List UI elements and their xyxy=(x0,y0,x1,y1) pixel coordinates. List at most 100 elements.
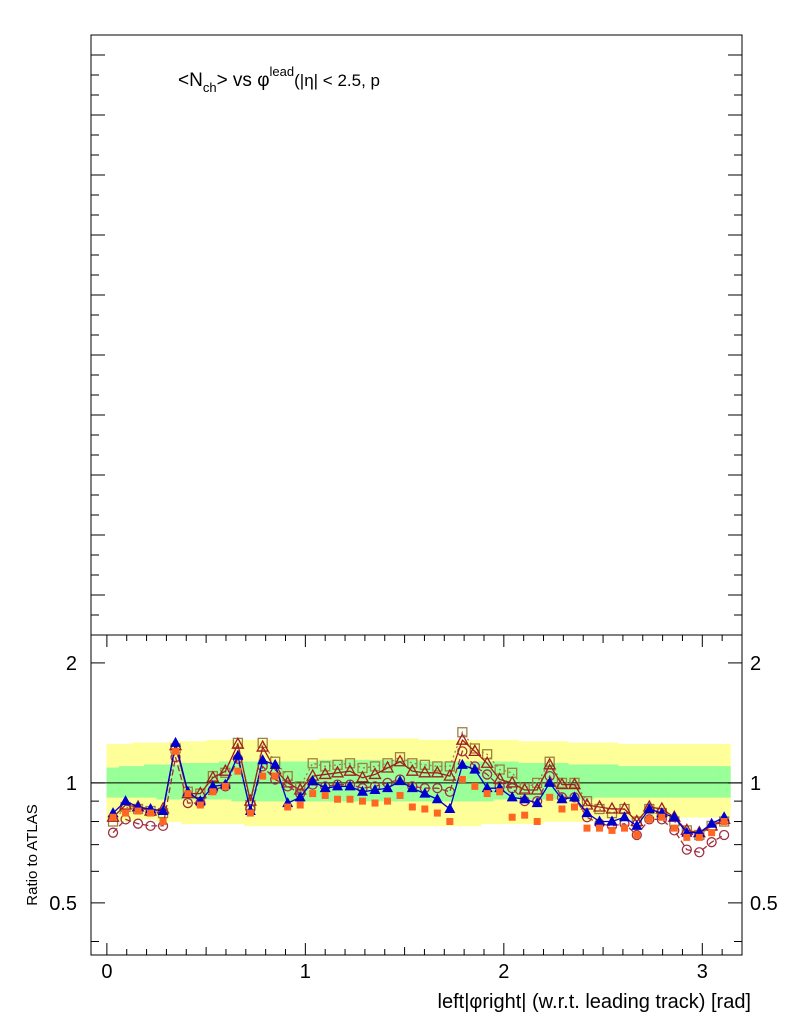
data-point xyxy=(355,770,370,783)
data-point xyxy=(145,820,156,832)
data-point xyxy=(380,760,395,773)
data-point xyxy=(532,777,543,789)
data-point xyxy=(431,793,443,804)
data-point xyxy=(567,777,582,790)
data-point xyxy=(521,811,529,819)
data-point xyxy=(519,793,531,804)
data-point xyxy=(444,803,456,814)
y-tick-label: 2 xyxy=(66,653,77,675)
y-tick-label-right: 0.5 xyxy=(750,893,778,915)
data-point xyxy=(134,807,142,815)
data-point xyxy=(468,743,482,756)
data-point xyxy=(695,833,703,841)
data-point xyxy=(432,783,443,794)
ratio-panel-frame xyxy=(90,634,743,956)
data-point xyxy=(621,824,629,832)
data-point xyxy=(281,775,295,788)
x-tick-label: 0 xyxy=(101,961,112,983)
data-point xyxy=(406,782,418,793)
data-point xyxy=(456,758,468,769)
data-point xyxy=(309,790,317,798)
data-point xyxy=(196,801,204,809)
data-point xyxy=(269,758,281,769)
data-point xyxy=(259,772,267,780)
data-point xyxy=(295,781,306,792)
data-point xyxy=(368,767,382,780)
x-tick-label: 1 xyxy=(300,961,311,983)
data-point xyxy=(256,739,270,752)
y-tick-label-right: 2 xyxy=(750,653,761,675)
data-point xyxy=(558,805,566,813)
data-point xyxy=(496,788,504,796)
data-point xyxy=(296,801,304,809)
data-point xyxy=(232,749,244,760)
data-point xyxy=(282,770,293,782)
data-point xyxy=(120,795,132,806)
data-point xyxy=(482,769,493,780)
data-point xyxy=(294,791,306,802)
ratio-axis-ticks xyxy=(91,635,743,955)
data-point xyxy=(369,783,381,794)
data-point xyxy=(393,754,407,767)
ratio-x-axis-title: left|φright| (w.r.t. leading track) [rad… xyxy=(438,991,751,1013)
series-filled-square xyxy=(109,747,728,841)
data-point xyxy=(221,782,229,790)
data-point xyxy=(483,790,491,798)
data-point xyxy=(419,787,431,798)
data-point xyxy=(670,824,678,832)
data-point xyxy=(307,775,319,786)
data-point xyxy=(568,791,580,802)
data-point xyxy=(543,757,557,770)
data-point xyxy=(593,815,605,826)
main-panel-left-ticks xyxy=(91,54,105,616)
data-point xyxy=(443,768,457,781)
data-point xyxy=(231,736,245,749)
data-point xyxy=(384,797,392,805)
data-point xyxy=(546,793,554,801)
data-point xyxy=(658,813,666,821)
data-point xyxy=(482,749,493,760)
data-point xyxy=(555,777,569,790)
data-point xyxy=(432,761,443,772)
data-point xyxy=(234,767,242,775)
data-point xyxy=(631,819,643,830)
data-point xyxy=(407,758,418,769)
data-point xyxy=(606,815,618,826)
data-point xyxy=(132,818,144,829)
data-point xyxy=(433,809,441,817)
data-point xyxy=(430,765,444,778)
data-point xyxy=(359,797,367,805)
data-point xyxy=(605,801,619,814)
title-sub: ch xyxy=(203,80,217,95)
data-point xyxy=(357,785,369,796)
data-point xyxy=(320,761,331,772)
x-tick-label: 2 xyxy=(498,961,509,983)
data-point xyxy=(122,809,130,817)
data-point xyxy=(344,780,356,791)
data-point xyxy=(508,813,516,821)
data-point xyxy=(530,782,544,795)
data-point xyxy=(469,763,481,774)
data-point xyxy=(645,815,653,823)
data-point xyxy=(668,811,680,822)
data-point xyxy=(643,803,655,814)
data-point xyxy=(172,747,180,755)
data-point xyxy=(619,811,631,822)
y-tick-label-right: 1 xyxy=(750,773,761,795)
data-point xyxy=(570,803,578,811)
data-point xyxy=(334,795,342,803)
title-lt: <N xyxy=(178,70,203,91)
data-point xyxy=(207,780,219,791)
data-point xyxy=(346,795,354,803)
data-point xyxy=(533,818,541,826)
data-point xyxy=(694,847,705,858)
data-point xyxy=(209,788,217,796)
data-point xyxy=(592,799,607,812)
x-tick-label: 3 xyxy=(697,961,708,983)
ratio-axis-tick-labels: 0 1 2 3 0.5 1 2 0.5 1 2 xyxy=(49,653,778,983)
y-tick-label: 0.5 xyxy=(49,893,77,915)
data-point xyxy=(218,763,232,776)
title-gt: > vs φ xyxy=(217,70,270,91)
data-point xyxy=(644,814,655,825)
data-point xyxy=(581,807,593,818)
